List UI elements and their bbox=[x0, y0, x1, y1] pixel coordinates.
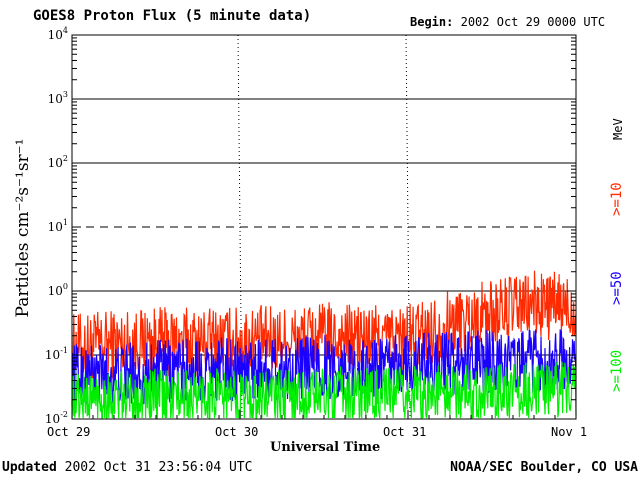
begin-value: 2002 Oct 29 0000 UTC bbox=[460, 15, 606, 29]
series-layer bbox=[71, 270, 577, 420]
x-tick-label: Oct 29 bbox=[47, 425, 91, 439]
plot-frame bbox=[71, 34, 577, 420]
y-axis-label: Particles cm⁻²s⁻¹sr⁻¹ bbox=[13, 138, 33, 318]
x-axis-label: Universal Time bbox=[270, 440, 381, 455]
legend-unit: MeV bbox=[611, 118, 625, 140]
x-tick-label: Oct 31 bbox=[383, 425, 427, 439]
updated-label: Updated bbox=[2, 460, 57, 475]
y-tick-label: 10-1 bbox=[44, 346, 68, 362]
begin-info: Begin: 2002 Oct 29 0000 UTC bbox=[410, 16, 605, 28]
legend-ge100: >=100 bbox=[609, 349, 625, 392]
series-line-ge100 bbox=[71, 361, 577, 420]
credit-text: NOAA/SEC Boulder, CO USA bbox=[450, 460, 638, 475]
begin-label: Begin: bbox=[410, 15, 454, 29]
updated-info: Updated 2002 Oct 31 23:56:04 UTC bbox=[2, 461, 252, 474]
legend-ge10: >=10 bbox=[609, 182, 625, 216]
y-tick-label: 10-2 bbox=[44, 410, 68, 426]
y-tick-label: 101 bbox=[47, 218, 68, 234]
chart-title: GOES8 Proton Flux (5 minute data) bbox=[33, 8, 312, 24]
legend-ge50: >=50 bbox=[609, 271, 625, 305]
y-tick-label: 104 bbox=[47, 26, 68, 42]
updated-value: 2002 Oct 31 23:56:04 UTC bbox=[64, 460, 253, 475]
x-tick-label: Oct 30 bbox=[215, 425, 259, 439]
y-tick-label: 100 bbox=[47, 282, 68, 298]
y-tick-label: 102 bbox=[47, 154, 68, 170]
y-tick-label: 103 bbox=[47, 90, 68, 106]
x-tick-label: Nov 1 bbox=[551, 425, 588, 439]
